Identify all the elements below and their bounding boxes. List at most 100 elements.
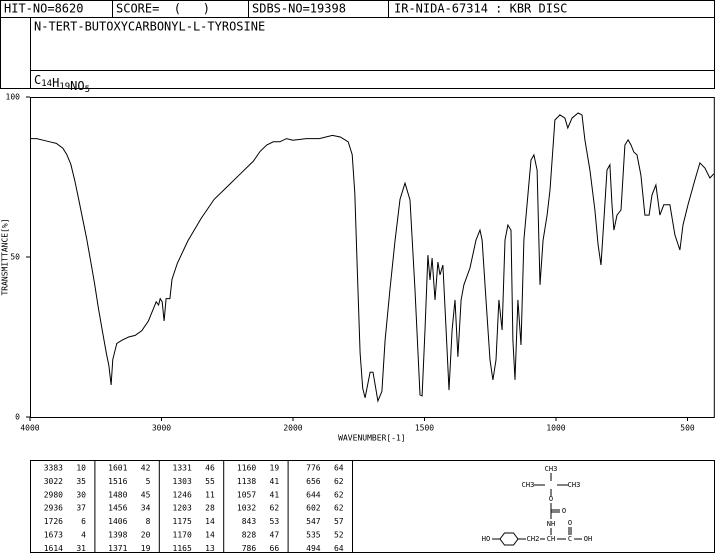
formula: C14H19NO5: [34, 73, 90, 95]
plot-frame: [30, 97, 715, 418]
x-tick-label: 3000: [152, 424, 171, 433]
peak-wavenumber: 1170: [173, 531, 192, 540]
x-axis-label: WAVENUMBER[-1]: [338, 434, 405, 443]
peak-transmittance: 19: [270, 464, 280, 473]
atom-label: NH: [547, 520, 555, 528]
peak-wavenumber: 1160: [237, 464, 256, 473]
peak-transmittance: 53: [270, 517, 280, 526]
x-tick-label: 500: [680, 424, 695, 433]
peak-wavenumber: 494: [306, 544, 321, 553]
peak-wavenumber: 644: [306, 490, 321, 499]
peak-wavenumber: 1331: [173, 464, 192, 473]
peak-transmittance: 42: [141, 464, 151, 473]
peak-wavenumber: 656: [306, 477, 321, 486]
peak-transmittance: 14: [205, 517, 215, 526]
peak-transmittance: 45: [141, 490, 151, 499]
y-axis-label: TRANSMITTANCE[%]: [1, 218, 10, 295]
peak-transmittance: 47: [270, 531, 280, 540]
peak-wavenumber: 1406: [108, 517, 127, 526]
peak-wavenumber: 535: [306, 531, 321, 540]
atom-label: O: [549, 495, 553, 503]
peak-transmittance: 52: [334, 531, 344, 540]
peak-transmittance: 13: [205, 544, 215, 553]
peak-wavenumber: 1246: [173, 490, 192, 499]
sdbs-no: SDBS-NO=19398: [252, 2, 346, 16]
peak-transmittance: 30: [76, 490, 86, 499]
y-tick-label: 0: [15, 413, 20, 422]
peak-transmittance: 14: [205, 531, 215, 540]
hit-no: HIT-NO=8620: [4, 2, 83, 16]
spectrum-line: [30, 112, 715, 403]
peak-transmittance: 62: [270, 504, 280, 513]
peak-wavenumber: 776: [306, 464, 321, 473]
peak-wavenumber: 2936: [44, 504, 63, 513]
x-tick-label: 4000: [20, 424, 39, 433]
header-box: [0, 0, 715, 89]
peak-wavenumber: 1480: [108, 490, 127, 499]
atom-label: CH3: [545, 465, 558, 473]
peak-wavenumber: 1673: [44, 531, 63, 540]
peak-transmittance: 62: [334, 504, 344, 513]
peak-transmittance: 28: [205, 504, 215, 513]
peak-transmittance: 64: [334, 544, 344, 553]
peak-wavenumber: 786: [242, 544, 257, 553]
y-tick-label: 100: [6, 93, 21, 102]
benzene-ring: [499, 532, 519, 546]
peak-wavenumber: 1057: [237, 490, 256, 499]
peak-wavenumber: 1165: [173, 544, 192, 553]
peak-transmittance: 4: [81, 531, 86, 540]
atom-label: CH3: [522, 481, 535, 489]
peak-wavenumber: 1726: [44, 517, 63, 526]
atom-label: O: [568, 519, 572, 527]
peak-transmittance: 62: [334, 477, 344, 486]
atom-label: O: [562, 507, 566, 515]
x-tick-label: 2000: [283, 424, 302, 433]
structure: CH3 CH3 CH3 O O NH HO CH2 CH C O OH: [482, 465, 592, 546]
atom-label: CH3: [568, 481, 581, 489]
peak-transmittance: 11: [205, 490, 215, 499]
atom-label: C: [568, 535, 572, 543]
atom-label: CH: [547, 535, 555, 543]
bottom-box: [30, 460, 715, 553]
peak-wavenumber: 1138: [237, 477, 256, 486]
peak-transmittance: 8: [146, 517, 151, 526]
peak-wavenumber: 1398: [108, 531, 127, 540]
peak-wavenumber: 1456: [108, 504, 127, 513]
peak-wavenumber: 1516: [108, 477, 127, 486]
peak-transmittance: 20: [141, 531, 151, 540]
peak-wavenumber: 547: [306, 517, 321, 526]
peak-transmittance: 19: [141, 544, 151, 553]
peak-transmittance: 64: [334, 464, 344, 473]
peak-transmittance: 66: [270, 544, 280, 553]
peak-wavenumber: 1601: [108, 464, 127, 473]
peak-transmittance: 10: [76, 464, 86, 473]
score: SCORE= ( ): [116, 2, 210, 16]
peak-wavenumber: 1614: [44, 544, 63, 553]
peak-transmittance: 55: [205, 477, 215, 486]
peak-transmittance: 62: [334, 490, 344, 499]
compound-name: N-TERT-BUTOXYCARBONYL-L-TYROSINE: [34, 20, 265, 34]
peak-transmittance: 5: [146, 477, 151, 486]
x-tick-label: 1000: [546, 424, 565, 433]
peak-transmittance: 57: [334, 517, 344, 526]
x-tick-label: 1500: [415, 424, 434, 433]
peak-transmittance: 37: [76, 504, 86, 513]
atom-label: OH: [584, 535, 592, 543]
peak-transmittance: 41: [270, 477, 280, 486]
peak-wavenumber: 1175: [173, 517, 192, 526]
peak-transmittance: 6: [81, 517, 86, 526]
peak-wavenumber: 1203: [173, 504, 192, 513]
peak-wavenumber: 1371: [108, 544, 127, 553]
peak-wavenumber: 3022: [44, 477, 63, 486]
peak-wavenumber: 1032: [237, 504, 256, 513]
peak-transmittance: 35: [76, 477, 86, 486]
peak-transmittance: 41: [270, 490, 280, 499]
method: IR-NIDA-67314 : KBR DISC: [394, 2, 567, 16]
peak-wavenumber: 843: [242, 517, 257, 526]
atom-label: CH2: [527, 535, 540, 543]
y-tick-label: 50: [10, 253, 20, 262]
peak-wavenumber: 1303: [173, 477, 192, 486]
peak-transmittance: 46: [205, 464, 215, 473]
peak-wavenumber: 2980: [44, 490, 63, 499]
